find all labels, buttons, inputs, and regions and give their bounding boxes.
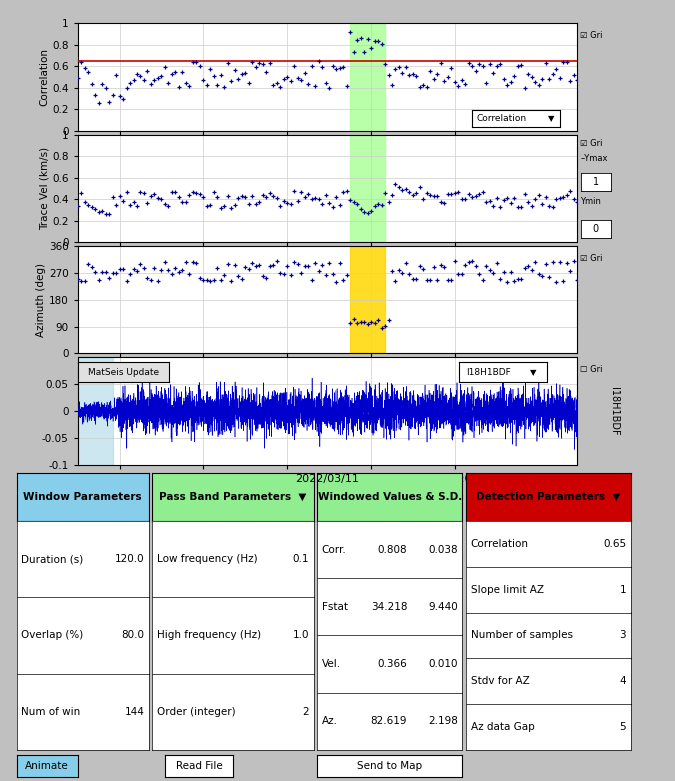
Text: 2: 2 [302, 707, 309, 717]
Bar [350, 246, 385, 353]
Text: 144: 144 [125, 707, 144, 717]
Text: Az data Gap: Az data Gap [470, 722, 535, 732]
Text: Detection Parameters  ▼: Detection Parameters ▼ [477, 492, 620, 501]
Text: 0.808: 0.808 [377, 544, 407, 555]
Text: –Ymax: –Ymax [580, 155, 608, 163]
Text: 1: 1 [593, 177, 599, 187]
Text: MatSeis Update: MatSeis Update [88, 368, 159, 376]
Y-axis label: Correlation: Correlation [39, 48, 49, 106]
Text: Windowed Values & S.D.: Windowed Values & S.D. [318, 492, 462, 501]
Text: Number of samples: Number of samples [470, 630, 572, 640]
Text: Duration (s): Duration (s) [21, 555, 83, 564]
Text: 5: 5 [620, 722, 626, 732]
Text: ☑ Gri: ☑ Gri [580, 139, 603, 148]
Text: 4: 4 [620, 676, 626, 686]
Text: 0.366: 0.366 [377, 659, 407, 669]
Text: 3: 3 [620, 630, 626, 640]
Text: ☐ Gri: ☐ Gri [580, 366, 603, 374]
Text: Overlap (%): Overlap (%) [21, 630, 83, 640]
Text: 2.198: 2.198 [428, 716, 458, 726]
Text: Animate: Animate [26, 761, 69, 771]
Bar [78, 358, 113, 465]
Text: ☑ Gri: ☑ Gri [580, 254, 603, 263]
Text: Correlation: Correlation [477, 114, 527, 123]
Text: 0: 0 [593, 224, 599, 234]
Text: Fstat: Fstat [321, 602, 348, 612]
Text: I18H1BDF: I18H1BDF [610, 387, 619, 435]
Text: ▼: ▼ [547, 114, 554, 123]
Text: Low frequency (Hz): Low frequency (Hz) [157, 555, 257, 564]
Text: Stdv for AZ: Stdv for AZ [470, 676, 529, 686]
Text: 9.440: 9.440 [428, 602, 458, 612]
Text: Order (integer): Order (integer) [157, 707, 236, 717]
Text: Corr.: Corr. [321, 544, 346, 555]
Text: I18H1BDF: I18H1BDF [466, 368, 511, 376]
Text: 120.0: 120.0 [115, 555, 144, 564]
Y-axis label: Azimuth (deg): Azimuth (deg) [36, 262, 46, 337]
Text: 0.65: 0.65 [603, 539, 626, 549]
Text: Vel.: Vel. [321, 659, 341, 669]
Text: ▼: ▼ [531, 368, 537, 376]
Text: Send to Map: Send to Map [357, 761, 423, 771]
Text: Slope limit AZ: Slope limit AZ [470, 585, 543, 594]
Bar [350, 135, 385, 242]
Text: 2022/03/11: 2022/03/11 [296, 474, 359, 484]
Text: 1.0: 1.0 [292, 630, 309, 640]
Text: Pass Band Parameters  ▼: Pass Band Parameters ▼ [159, 492, 306, 501]
Text: 0.038: 0.038 [429, 544, 458, 555]
Y-axis label: Trace Vel (km/s): Trace Vel (km/s) [39, 147, 49, 230]
Text: 0.1: 0.1 [292, 555, 309, 564]
Text: Num of win: Num of win [21, 707, 80, 717]
Text: Read File: Read File [176, 761, 223, 771]
Text: Window Parameters: Window Parameters [24, 492, 142, 501]
Text: 0.010: 0.010 [429, 659, 458, 669]
Text: 1: 1 [620, 585, 626, 594]
Text: ☑ Gri: ☑ Gri [580, 31, 603, 41]
Text: High frequency (Hz): High frequency (Hz) [157, 630, 261, 640]
Text: 80.0: 80.0 [122, 630, 144, 640]
Bar [350, 23, 385, 131]
Text: Ymin: Ymin [580, 197, 601, 206]
Text: Az.: Az. [321, 716, 338, 726]
Text: Correlation: Correlation [470, 539, 529, 549]
Text: 34.218: 34.218 [371, 602, 407, 612]
Text: 82.619: 82.619 [371, 716, 407, 726]
